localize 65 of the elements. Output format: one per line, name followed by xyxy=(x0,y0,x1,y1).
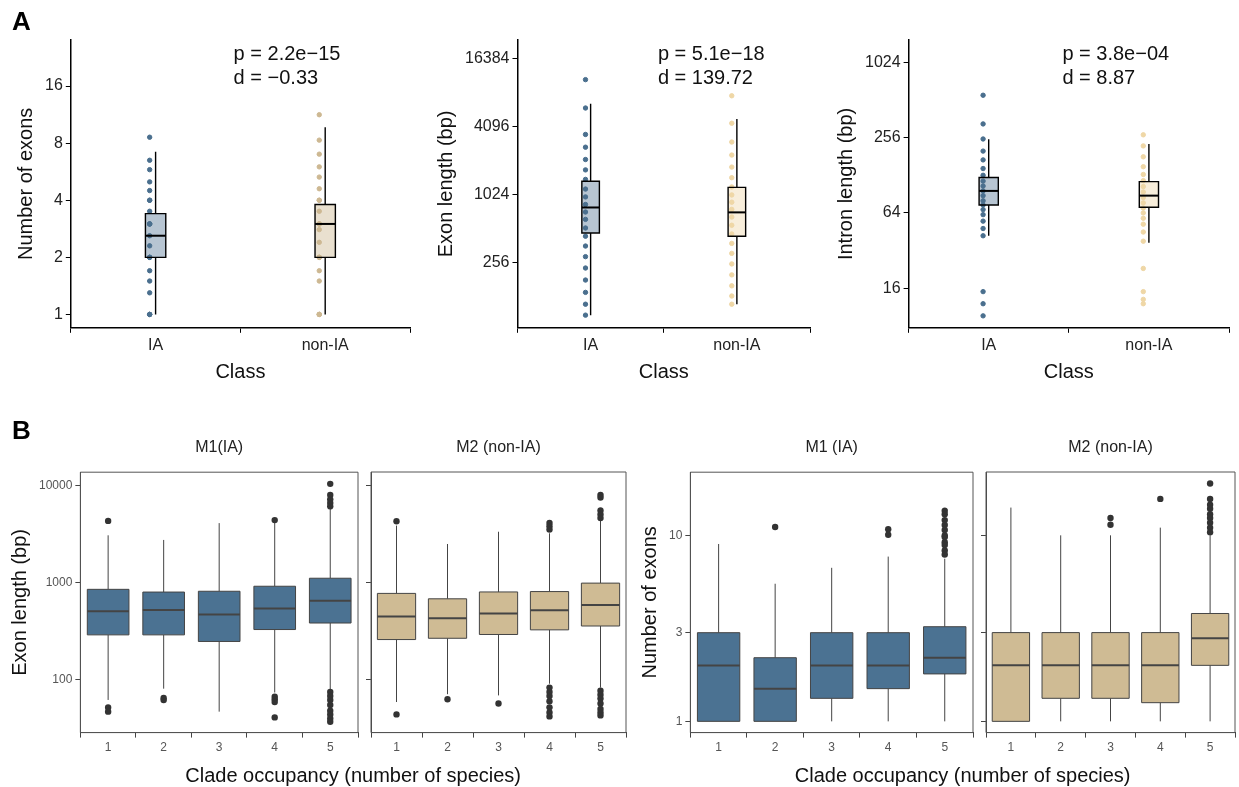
chart-subtitle: M2 (non-IA) xyxy=(1067,438,1154,456)
y-tick-label: 1 xyxy=(53,304,63,322)
x-tick-label: non-IA xyxy=(713,335,761,353)
annotation: p = 5.1e−18 xyxy=(657,41,765,64)
annotation: p = 2.2e−15 xyxy=(233,41,341,64)
x-tick-label: 2 xyxy=(444,740,452,755)
x-tick-label: 3 xyxy=(1107,740,1115,755)
y-tick-label: 1024 xyxy=(865,52,901,70)
y-axis-title: Exon length (bp) xyxy=(7,529,30,676)
x-tick-label: 5 xyxy=(941,740,949,755)
x-axis-title: Clade occupancy (number of species) xyxy=(184,764,523,787)
x-tick-label: non-IA xyxy=(1125,335,1173,353)
x-tick-label: 4 xyxy=(271,740,279,755)
y-axis-title: Number of exons xyxy=(637,526,660,679)
annotation: d = 8.87 xyxy=(1062,65,1136,88)
x-tick-label: 1 xyxy=(393,740,401,755)
x-tick-label: IA xyxy=(583,335,599,353)
y-tick-label: 4 xyxy=(53,190,63,208)
y-tick-label: 8 xyxy=(53,133,63,151)
x-tick-label: 3 xyxy=(215,740,223,755)
x-tick-label: 4 xyxy=(1156,740,1164,755)
x-tick-label: 1 xyxy=(104,740,112,755)
x-tick-label: 2 xyxy=(1057,740,1065,755)
chart-title: A xyxy=(12,6,31,37)
y-tick-label: 1024 xyxy=(473,185,510,203)
annotation: d = −0.33 xyxy=(233,65,319,88)
y-tick-label: 256 xyxy=(482,253,510,271)
x-tick-label: 3 xyxy=(828,740,836,755)
y-tick-label: 16 xyxy=(882,278,901,296)
y-tick-label: 10000 xyxy=(38,477,73,492)
y-tick-label: 100 xyxy=(52,672,73,687)
x-tick-label: 5 xyxy=(1206,740,1214,755)
x-tick-label: 5 xyxy=(326,740,334,755)
x-axis-title: Class xyxy=(638,359,689,382)
y-tick-label: 16384 xyxy=(464,49,510,67)
y-tick-label: 256 xyxy=(873,128,901,146)
x-tick-label: 1 xyxy=(715,740,723,755)
x-tick-label: 4 xyxy=(546,740,554,755)
y-tick-label: 16 xyxy=(45,76,63,94)
y-tick-label: 64 xyxy=(882,203,901,221)
y-tick-label: 1 xyxy=(675,713,683,728)
x-tick-label: IA xyxy=(148,335,164,353)
chart-subtitle: M1(IA) xyxy=(194,438,245,456)
y-tick-label: 4096 xyxy=(473,117,510,135)
x-tick-label: 1 xyxy=(1007,740,1015,755)
chart-subtitle: M1 (IA) xyxy=(804,438,859,456)
x-tick-label: 5 xyxy=(597,740,605,755)
y-tick-label: 10 xyxy=(668,527,683,542)
y-axis-title: Exon length (bp) xyxy=(433,110,456,258)
y-tick-label: 3 xyxy=(675,624,683,639)
y-tick-label: 1000 xyxy=(45,574,73,589)
x-tick-label: non-IA xyxy=(301,335,350,353)
y-axis-title: Number of exons xyxy=(13,107,36,261)
y-tick-label: 2 xyxy=(53,247,63,265)
x-tick-label: 2 xyxy=(771,740,779,755)
x-axis-title: Class xyxy=(215,359,266,382)
y-axis-title: Intron length (bp) xyxy=(833,107,856,261)
x-tick-label: 2 xyxy=(160,740,168,755)
chart-subtitle: M2 (non-IA) xyxy=(455,438,542,456)
x-tick-label: IA xyxy=(981,335,997,353)
x-axis-title: Clade occupancy (number of species) xyxy=(793,764,1132,787)
annotation: d = 139.72 xyxy=(657,65,753,88)
chart-title: B xyxy=(12,415,31,446)
x-axis-title: Class xyxy=(1043,359,1094,382)
annotation: p = 3.8e−04 xyxy=(1062,41,1170,64)
